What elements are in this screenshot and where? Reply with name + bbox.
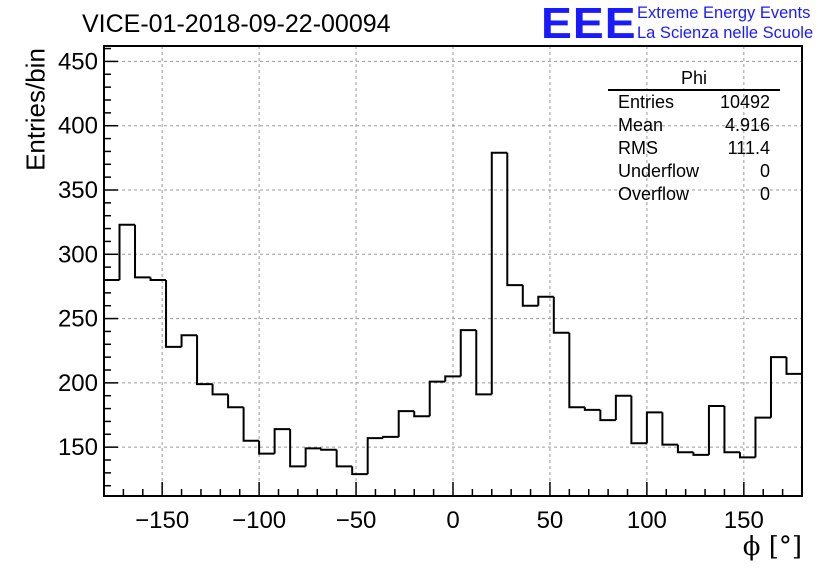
stats-title: Phi xyxy=(608,68,780,91)
histogram-bin xyxy=(521,285,539,307)
x-tick-label: −50 xyxy=(336,507,377,534)
y-tick-label: 350 xyxy=(58,177,98,204)
histogram-bin xyxy=(428,380,446,417)
histogram-bin xyxy=(552,296,570,334)
histogram-bin xyxy=(382,435,399,439)
histogram-bin xyxy=(583,407,601,411)
histogram-bin xyxy=(785,357,802,375)
histogram-bin xyxy=(103,279,120,496)
histogram-bin xyxy=(180,334,198,347)
stats-label: Overflow xyxy=(618,184,690,204)
histogram-bin xyxy=(645,411,663,444)
stats-value: 0 xyxy=(759,184,770,204)
y-tick-label: 300 xyxy=(58,241,98,268)
histogram-bin xyxy=(149,277,167,281)
histogram-bin xyxy=(242,407,260,442)
histogram-bin xyxy=(397,410,415,437)
histogram-bin xyxy=(165,280,182,348)
stats-value: 4.916 xyxy=(724,115,770,135)
histogram-bin xyxy=(227,394,244,409)
y-tick-label: 150 xyxy=(58,434,98,461)
y-tick-label: 450 xyxy=(58,48,98,75)
stats-row-underflow: Underflow 0 xyxy=(608,160,780,183)
logo-line-2: La Scienza nelle Scuole xyxy=(637,24,814,42)
stats-label: RMS xyxy=(618,138,658,158)
x-axis-label: ϕ [°] xyxy=(742,532,802,562)
chart-title: VICE-01-2018-09-22-00094 xyxy=(82,10,391,38)
y-tick-label: 400 xyxy=(58,113,98,140)
y-tick-label: 250 xyxy=(58,306,98,333)
histogram-bin xyxy=(320,448,337,451)
stats-value: 0 xyxy=(759,161,770,181)
histogram-bin xyxy=(506,152,523,287)
histogram-bin xyxy=(413,411,430,418)
histogram-bin xyxy=(258,440,275,455)
histogram-bin xyxy=(661,412,678,446)
histogram-bin xyxy=(723,406,740,454)
histogram-bin xyxy=(444,375,461,382)
histogram-bin xyxy=(118,223,136,280)
histogram-bin xyxy=(335,449,353,468)
stats-row-entries: Entries 10492 xyxy=(608,91,780,114)
histogram-bin xyxy=(537,295,554,306)
histogram-bin xyxy=(289,429,306,468)
x-tick-labels: −150 −100 −50 0 50 100 150 xyxy=(135,507,764,534)
stats-value: 111.4 xyxy=(727,138,770,158)
eee-logo-text: Extreme Energy Events La Scienza nelle S… xyxy=(637,3,813,43)
x-tick-label: 50 xyxy=(537,507,564,534)
histogram-bin xyxy=(568,332,585,409)
histogram-bin xyxy=(475,330,492,396)
histogram-bin xyxy=(614,394,632,421)
histogram-bin xyxy=(707,405,725,455)
logo-line-1: Extreme Energy Events xyxy=(637,4,811,22)
y-tick-labels: 150 200 250 300 350 400 450 xyxy=(58,48,98,461)
x-tick-label: −100 xyxy=(232,507,286,534)
eee-logo: EEE xyxy=(541,0,637,48)
histogram-bin xyxy=(134,224,151,279)
histogram-bin xyxy=(351,466,368,476)
histogram-bin xyxy=(196,335,213,386)
stats-row-overflow: Overflow 0 xyxy=(608,183,780,206)
histogram-bin xyxy=(366,437,384,475)
grid-lines xyxy=(104,46,802,496)
stats-label: Entries xyxy=(618,92,675,112)
histogram-bin xyxy=(599,409,616,422)
x-tick-label: 0 xyxy=(446,507,459,534)
histogram-bin xyxy=(304,447,322,467)
x-tick-label: 100 xyxy=(627,507,667,534)
histogram-bin xyxy=(692,452,709,456)
histogram-bin xyxy=(490,151,508,395)
axis-ticks xyxy=(103,47,803,496)
stats-value: 10492 xyxy=(719,92,770,112)
histogram-bin xyxy=(211,384,229,396)
histogram-bin xyxy=(459,329,477,377)
histogram-bin xyxy=(676,444,694,454)
y-axis-label: Entries/bin xyxy=(20,48,51,171)
histogram-bin xyxy=(754,416,771,458)
histogram-bin xyxy=(769,356,787,418)
stats-row-rms: RMS 111.4 xyxy=(608,137,780,160)
stats-row-mean: Mean 4.916 xyxy=(608,114,780,137)
stats-label: Mean xyxy=(618,115,664,135)
stats-box: Phi Entries 10492 Mean 4.916 RMS 111.4 U… xyxy=(608,68,780,206)
histogram-bin xyxy=(630,395,647,445)
y-tick-label: 200 xyxy=(58,370,98,397)
stats-label: Underflow xyxy=(618,161,700,181)
histogram-bin xyxy=(273,428,291,454)
x-tick-label: −150 xyxy=(135,507,189,534)
histogram-bin xyxy=(738,452,756,459)
x-tick-label: 150 xyxy=(724,507,764,534)
